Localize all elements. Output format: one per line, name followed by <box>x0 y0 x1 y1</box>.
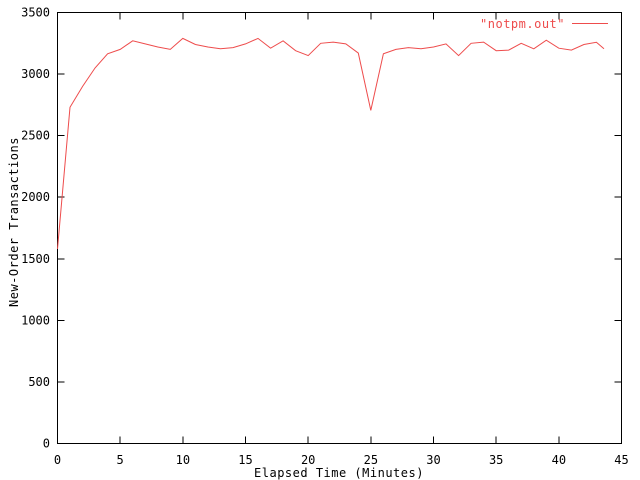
x-tick-label: 20 <box>301 453 315 467</box>
y-tick-label: 2500 <box>21 129 50 143</box>
data-line <box>57 37 605 249</box>
x-tick-label: 0 <box>54 453 61 467</box>
x-tick-label: 15 <box>238 453 252 467</box>
x-tick-label: 25 <box>364 453 378 467</box>
y-tick-label: 1000 <box>21 313 50 327</box>
y-tick-label: 3500 <box>21 6 50 20</box>
x-tick-label: 5 <box>117 453 124 467</box>
legend-series-label: "notpm.out" <box>480 17 565 31</box>
x-axis-title: Elapsed Time (Minutes) <box>254 466 424 480</box>
plot-border <box>57 12 622 444</box>
x-tick-label: 10 <box>176 453 190 467</box>
y-axis-title: New-Order Transactions <box>7 137 21 307</box>
x-tick-label: 30 <box>426 453 440 467</box>
y-tick-label: 0 <box>43 437 50 451</box>
x-tick-label: 45 <box>614 453 628 467</box>
x-tick-label: 40 <box>552 453 566 467</box>
y-tick-label: 3000 <box>21 67 50 81</box>
y-tick-label: 2000 <box>21 190 50 204</box>
y-tick-label: 500 <box>28 375 50 389</box>
y-tick-label: 1500 <box>21 252 50 266</box>
x-tick-label: 35 <box>489 453 503 467</box>
